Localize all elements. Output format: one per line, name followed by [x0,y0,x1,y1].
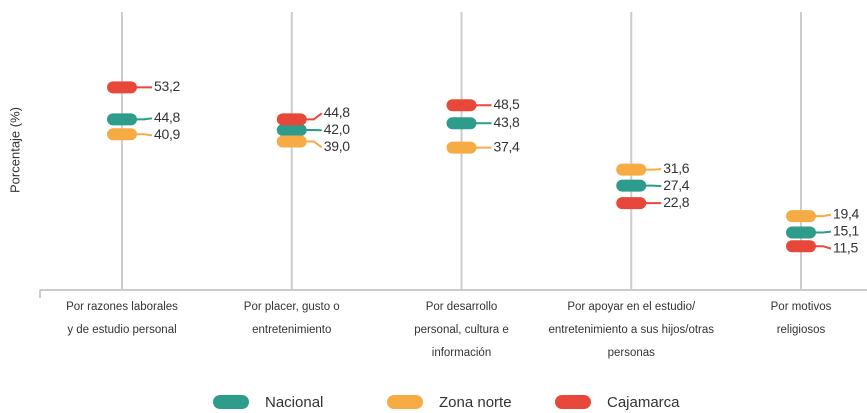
value-label: 31,6 [663,160,690,176]
dot-marker [616,163,647,176]
legend-label: Cajamarca [607,394,680,411]
x-tick-label-line: información [432,347,491,359]
x-tick-label-line: personal, cultura e [414,324,509,336]
x-tick-label: Por apoyar en el estudio/entretenimiento… [548,301,714,359]
dot-marker [786,210,816,223]
dot-marker [107,81,137,94]
leader-line [134,133,153,137]
value-label: 44,8 [324,104,351,120]
legend-swatch [387,395,423,409]
x-tick-label-line: entretenimiento a sus hijos/otras [548,324,714,336]
value-label: 48,5 [494,96,521,112]
x-tick-label-line: religiosos [777,324,826,336]
dot-marker [107,128,137,141]
value-label: 53,2 [154,78,181,94]
leader-line [303,112,323,121]
leader-line [303,140,323,149]
dot-marker [786,240,816,253]
value-label: 37,4 [494,138,521,154]
value-label: 40,9 [154,126,181,142]
dot-marker [616,197,647,210]
dot-marker [276,124,307,137]
x-tick-label: Por razones laborales y de estudio person… [66,301,178,336]
leader-line [813,245,832,250]
value-label: 43,8 [494,114,521,130]
leader-line [643,168,662,171]
legend-label: Nacional [265,394,323,411]
value-label: 11,5 [833,239,859,255]
x-tick-label-line: y de estudio personal [67,324,176,336]
leader-line [813,213,832,218]
dot-marker [446,141,477,154]
legend-swatch [555,395,591,409]
value-label: 44,8 [154,109,181,125]
y-axis-label: Porcentaje (%) [7,107,22,193]
dot-marker [276,135,307,148]
x-tick-label-line: entretenimiento [252,324,331,336]
dot-marker [446,99,477,112]
dot-marker [446,117,477,130]
value-label: 19,4 [833,205,860,221]
x-tick-label-line: Por placer, gusto o [244,301,340,313]
x-tick-label-line: Por desarrollo [426,301,498,313]
value-label: 15,1 [833,222,860,238]
dot-marker [107,113,137,126]
dot-marker [276,113,307,126]
x-tick-label-line: Por razones laborales [66,301,178,313]
x-tick-label-line: Por motivos [771,301,832,313]
x-tick-label: Por placer, gusto o entretenimiento [244,301,340,336]
value-label: 42,0 [324,121,351,137]
dot-marker [616,179,647,192]
value-label: 22,8 [663,194,690,210]
x-tick-label: Por motivos religiosos [771,301,832,336]
x-tick-label-line: Por apoyar en el estudio/ [567,301,696,313]
dot-marker [786,226,816,239]
value-label: 39,0 [324,138,351,154]
legend-swatch [213,395,249,409]
leader-line [643,184,662,188]
value-label: 27,4 [663,177,690,193]
leader-line [134,117,153,121]
legend-label: Zona norte [439,394,512,411]
x-tick-label: Por desarrollo personal, cultura e informa… [414,301,509,359]
x-tick-label-line: personas [608,347,656,359]
leader-line [813,230,832,234]
